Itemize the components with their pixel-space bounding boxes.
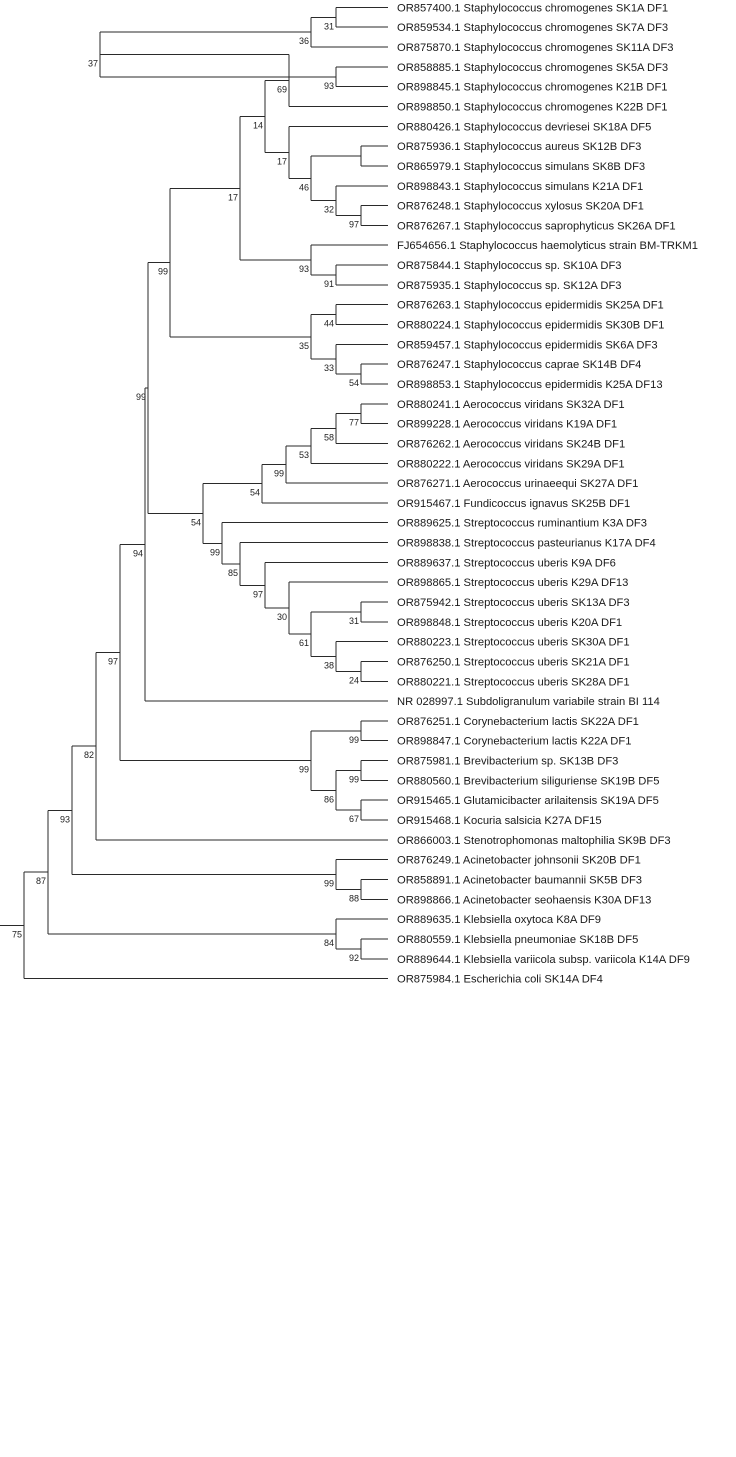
bootstrap-value: 94: [133, 549, 143, 559]
bootstrap-value: 35: [299, 341, 309, 351]
bootstrap-value: 97: [349, 220, 359, 230]
taxon-label: OR875936.1 Staphylococcus aureus SK12B D…: [397, 141, 641, 153]
taxon-label: OR876262.1 Aerococcus viridans SK24B DF1: [397, 438, 625, 450]
taxon-label: OR880560.1 Brevibacterium siliguriense S…: [397, 775, 659, 787]
taxon-label: OR899228.1 Aerococcus viridans K19A DF1: [397, 419, 617, 431]
taxon-label: OR859457.1 Staphylococcus epidermidis SK…: [397, 339, 658, 351]
bootstrap-value: 93: [299, 264, 309, 274]
taxon-label: NR 028997.1 Subdoligranulum variabile st…: [397, 696, 660, 708]
taxon-label: OR875844.1 Staphylococcus sp. SK10A DF3: [397, 260, 622, 272]
bootstrap-value: 99: [299, 765, 309, 775]
taxon-label: OR915468.1 Kocuria salsicia K27A DF15: [397, 815, 602, 827]
bootstrap-value: 30: [277, 612, 287, 622]
bootstrap-value: 67: [349, 814, 359, 824]
bootstrap-value: 38: [324, 661, 334, 671]
bootstrap-value: 86: [324, 794, 334, 804]
bootstrap-value: 99: [158, 267, 168, 277]
bootstrap-value: 93: [324, 81, 334, 91]
taxon-label: OR876263.1 Staphylococcus epidermidis SK…: [397, 300, 664, 312]
taxon-label: OR889637.1 Streptococcus uberis K9A DF6: [397, 557, 616, 569]
bootstrap-value: 93: [60, 814, 70, 824]
taxon-label: OR880221.1 Streptococcus uberis SK28A DF…: [397, 676, 630, 688]
taxon-label: OR898838.1 Streptococcus pasteurianus K1…: [397, 538, 656, 550]
taxon-label: OR875870.1 Staphylococcus chromogenes SK…: [397, 42, 674, 54]
taxon-label: OR880224.1 Staphylococcus epidermidis SK…: [397, 320, 664, 332]
bootstrap-value: 91: [324, 279, 334, 289]
taxon-label: OR880223.1 Streptococcus uberis SK30A DF…: [397, 637, 630, 649]
taxon-label: OR898865.1 Streptococcus uberis K29A DF1…: [397, 577, 628, 589]
taxon-label: OR915467.1 Fundicoccus ignavus SK25B DF1: [397, 498, 630, 510]
bootstrap-value: 24: [349, 675, 359, 685]
bootstrap-value: 87: [36, 876, 46, 886]
bootstrap-value: 84: [324, 938, 334, 948]
bootstrap-value: 99: [210, 547, 220, 557]
taxon-label: OR876267.1 Staphylococcus saprophyticus …: [397, 220, 676, 232]
bootstrap-value: 97: [108, 657, 118, 667]
bootstrap-value: 85: [228, 568, 238, 578]
bootstrap-value: 99: [274, 468, 284, 478]
bootstrap-value: 75: [12, 929, 22, 939]
taxon-label: OR898866.1 Acinetobacter seohaensis K30A…: [397, 894, 651, 906]
bootstrap-value: 92: [349, 953, 359, 963]
taxon-label: OR876250.1 Streptococcus uberis SK21A DF…: [397, 656, 630, 668]
taxon-label: OR898848.1 Streptococcus uberis K20A DF1: [397, 617, 622, 629]
taxon-label: OR889625.1 Streptococcus ruminantium K3A…: [397, 518, 647, 530]
taxon-label: OR880241.1 Aerococcus viridans SK32A DF1: [397, 399, 625, 411]
taxon-label: OR876247.1 Staphylococcus caprae SK14B D…: [397, 359, 641, 371]
bootstrap-value: 82: [84, 750, 94, 760]
bootstrap-value: 31: [324, 21, 334, 31]
taxon-label: OR880559.1 Klebsiella pneumoniae SK18B D…: [397, 934, 638, 946]
taxon-label: OR875984.1 Escherichia coli SK14A DF4: [397, 974, 603, 986]
bootstrap-value: 37: [88, 58, 98, 68]
bootstrap-value: 46: [299, 182, 309, 192]
taxon-label: OR866003.1 Stenotrophomonas maltophilia …: [397, 835, 671, 847]
bootstrap-value: 61: [299, 638, 309, 648]
bootstrap-value: 32: [324, 205, 334, 215]
taxon-label: OR858891.1 Acinetobacter baumannii SK5B …: [397, 874, 642, 886]
taxon-label: OR898847.1 Corynebacterium lactis K22A D…: [397, 736, 631, 748]
taxon-label: OR880426.1 Staphylococcus devriesei SK18…: [397, 121, 651, 133]
bootstrap-value: 17: [228, 192, 238, 202]
bootstrap-value: 88: [349, 893, 359, 903]
bootstrap-value: 58: [324, 433, 334, 443]
taxon-label: OR915465.1 Glutamicibacter arilaitensis …: [397, 795, 659, 807]
bootstrap-value: 99: [349, 735, 359, 745]
taxon-label: OR876251.1 Corynebacterium lactis SK22A …: [397, 716, 639, 728]
taxon-label: OR889644.1 Klebsiella variicola subsp. v…: [397, 954, 690, 966]
taxon-label: OR876248.1 Staphylococcus xylosus SK20A …: [397, 201, 644, 213]
taxon-label: FJ654656.1 Staphylococcus haemolyticus s…: [397, 240, 698, 252]
bootstrap-value: 33: [324, 363, 334, 373]
bootstrap-value: 99: [136, 392, 146, 402]
bootstrap-value: 54: [349, 378, 359, 388]
taxon-label: OR898843.1 Staphylococcus simulans K21A …: [397, 181, 643, 193]
bootstrap-value: 77: [349, 418, 359, 428]
taxon-label: OR858885.1 Staphylococcus chromogenes SK…: [397, 62, 668, 74]
bootstrap-value: 53: [299, 450, 309, 460]
taxon-label: OR898853.1 Staphylococcus epidermidis K2…: [397, 379, 663, 391]
taxon-label: OR876249.1 Acinetobacter johnsonii SK20B…: [397, 855, 641, 867]
bootstrap-value: 99: [349, 774, 359, 784]
taxon-label: OR865979.1 Staphylococcus simulans SK8B …: [397, 161, 645, 173]
bootstrap-value: 14: [253, 120, 263, 130]
taxon-label: OR898845.1 Staphylococcus chromogenes K2…: [397, 82, 668, 94]
taxon-label: OR876271.1 Aerococcus urinaeequi SK27A D…: [397, 478, 638, 490]
bootstrap-value: 44: [324, 319, 334, 329]
bootstrap-value: 69: [277, 84, 287, 94]
bootstrap-value: 97: [253, 589, 263, 599]
bootstrap-value: 54: [191, 518, 201, 528]
bootstrap-value: 99: [324, 879, 334, 889]
bootstrap-value: 17: [277, 156, 287, 166]
taxon-label: OR889635.1 Klebsiella oxytoca K8A DF9: [397, 914, 601, 926]
taxon-label: OR880222.1 Aerococcus viridans SK29A DF1: [397, 458, 625, 470]
taxon-label: OR898850.1 Staphylococcus chromogenes K2…: [397, 102, 668, 114]
taxon-label: OR859534.1 Staphylococcus chromogenes SK…: [397, 22, 668, 34]
taxon-label: OR875942.1 Streptococcus uberis SK13A DF…: [397, 597, 630, 609]
bootstrap-value: 54: [250, 488, 260, 498]
bootstrap-value: 31: [349, 616, 359, 626]
taxon-label: OR857400.1 Staphylococcus chromogenes SK…: [397, 2, 668, 14]
taxon-label: OR875935.1 Staphylococcus sp. SK12A DF3: [397, 280, 622, 292]
bootstrap-value: 36: [299, 36, 309, 46]
taxon-label: OR875981.1 Brevibacterium sp. SK13B DF3: [397, 756, 618, 768]
